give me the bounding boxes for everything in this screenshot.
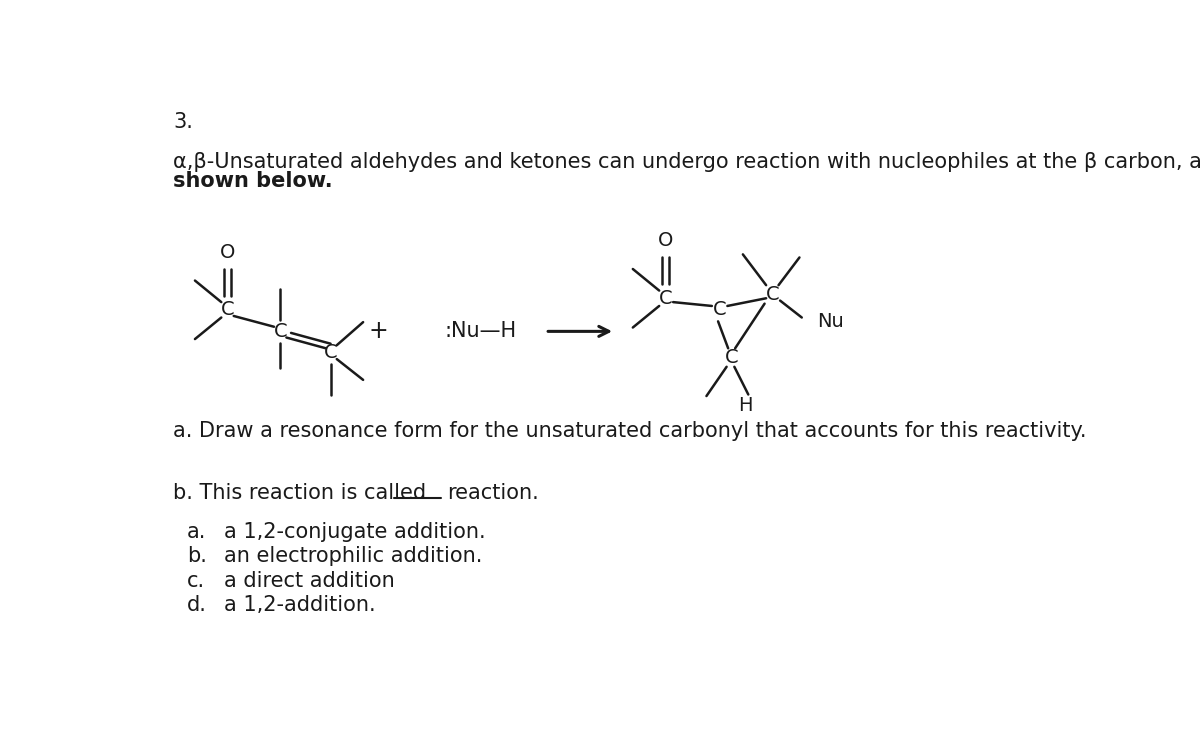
Text: +: + <box>368 319 389 343</box>
Text: H: H <box>738 396 752 415</box>
Text: O: O <box>220 242 235 261</box>
Text: a 1,2-conjugate addition.: a 1,2-conjugate addition. <box>223 522 485 541</box>
Text: c.: c. <box>187 571 205 591</box>
Text: C: C <box>766 285 779 304</box>
Text: O: O <box>658 231 673 250</box>
Text: a direct addition: a direct addition <box>223 571 395 591</box>
Text: Nu: Nu <box>817 312 844 331</box>
Text: a. Draw a resonance form for the unsaturated carbonyl that accounts for this rea: a. Draw a resonance form for the unsatur… <box>173 422 1087 441</box>
Text: a 1,2-addition.: a 1,2-addition. <box>223 596 376 615</box>
Text: an electrophilic addition.: an electrophilic addition. <box>223 546 482 566</box>
Text: shown below.: shown below. <box>173 171 332 191</box>
Text: C: C <box>713 300 726 319</box>
Text: d.: d. <box>187 596 208 615</box>
Text: 3.: 3. <box>173 112 193 132</box>
Text: reaction.: reaction. <box>446 483 539 503</box>
Text: b.: b. <box>187 546 208 566</box>
Text: b. This reaction is called: b. This reaction is called <box>173 483 426 503</box>
Text: C: C <box>274 322 287 341</box>
Text: C: C <box>221 300 234 319</box>
Text: C: C <box>725 348 738 367</box>
Text: α,β-Unsaturated aldehydes and ketones can undergo reaction with nucleophiles at : α,β-Unsaturated aldehydes and ketones ca… <box>173 152 1200 172</box>
Text: :Nu—H: :Nu—H <box>444 322 517 341</box>
Text: a.: a. <box>187 522 206 541</box>
Text: C: C <box>324 343 337 362</box>
Text: C: C <box>659 288 672 308</box>
